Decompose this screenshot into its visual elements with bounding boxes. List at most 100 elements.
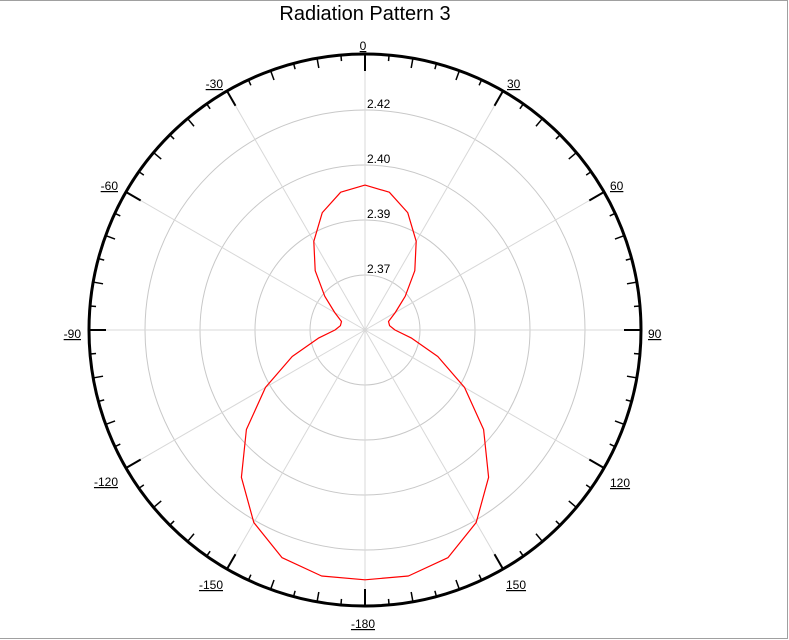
angle-label-30: 30 — [507, 77, 521, 91]
angle-tick-85 — [633, 305, 641, 308]
angle-tick-250 — [105, 420, 116, 426]
angle-tick-165 — [434, 590, 438, 597]
angle-tick-260 — [93, 375, 104, 379]
angle-tick-5 — [387, 54, 390, 62]
grid-spoke-300 — [125, 191, 366, 331]
angle-tick-325 — [206, 103, 211, 110]
angle-tick-30 — [493, 90, 504, 107]
radial-label-1: 2.37 — [367, 262, 391, 276]
angle-label--150: -150 — [199, 578, 223, 592]
angle-tick-185 — [340, 598, 343, 606]
angle-tick-235 — [138, 484, 145, 489]
angle-tick-195 — [292, 590, 296, 597]
angle-tick-245 — [114, 443, 121, 448]
angle-tick-60 — [588, 191, 605, 202]
angle-tick-15 — [434, 63, 438, 70]
angle-tick-290 — [105, 234, 116, 240]
angle-tick-280 — [93, 281, 104, 285]
angle-tick-20 — [455, 70, 461, 81]
angle-tick-45 — [555, 134, 561, 140]
angle-tick-190 — [316, 591, 320, 602]
angle-tick-10 — [410, 58, 414, 69]
angle-tick-330 — [226, 90, 237, 107]
angle-tick-160 — [455, 579, 461, 590]
series-line-1 — [240, 184, 490, 581]
angle-tick-255 — [98, 399, 105, 403]
angle-tick-265 — [89, 352, 97, 355]
angle-label--60: -60 — [101, 179, 119, 193]
grid-spoke-30 — [364, 90, 504, 331]
angle-tick-220 — [187, 533, 195, 542]
angle-tick-215 — [206, 550, 211, 557]
angle-tick-25 — [478, 79, 483, 86]
angle-tick-120 — [588, 458, 605, 469]
radial-label-4: 2.42 — [367, 97, 391, 111]
angle-tick-125 — [585, 484, 592, 489]
angle-tick-355 — [340, 54, 343, 62]
angle-tick-115 — [609, 443, 616, 448]
angle-tick-140 — [535, 533, 543, 542]
angle-tick-200 — [269, 579, 275, 590]
angle-tick-95 — [633, 352, 641, 355]
angle-tick-175 — [387, 598, 390, 606]
angle-tick-285 — [98, 257, 105, 261]
grid-spoke-60 — [364, 191, 605, 331]
angle-tick-labels: 0 30 60 90 120 150 -180 -150 -120 -90 -60 -30 — [64, 39, 662, 631]
angle-tick-315 — [169, 134, 175, 140]
grid-spoke-330 — [226, 90, 366, 331]
angle-tick-310 — [153, 152, 162, 160]
angle-tick-300 — [125, 191, 142, 202]
angle-tick-305 — [138, 171, 145, 176]
angle-tick-345 — [292, 63, 296, 70]
angle-tick-230 — [153, 500, 162, 508]
chart-title: Radiation Pattern 3 — [279, 3, 451, 25]
angle-tick-105 — [625, 399, 632, 403]
angle-tick-155 — [478, 574, 483, 581]
grid-spoke-210 — [226, 329, 366, 570]
angle-tick-295 — [114, 212, 121, 217]
angle-tick-210 — [226, 553, 237, 570]
angle-tick-145 — [519, 550, 524, 557]
angle-tick-240 — [125, 458, 142, 469]
angle-tick-340 — [269, 70, 275, 81]
series-layer — [240, 184, 490, 581]
angle-tick-205 — [247, 574, 252, 581]
angle-tick-80 — [626, 281, 637, 285]
radial-label-3: 2.40 — [367, 152, 391, 166]
angle-label--180: -180 — [351, 617, 375, 631]
angle-tick-100 — [626, 375, 637, 379]
angle-tick-110 — [614, 420, 625, 426]
grid-spoke-120 — [364, 329, 605, 469]
angle-label-120: 120 — [610, 476, 630, 490]
angle-label--90: -90 — [64, 327, 82, 341]
angle-tick-335 — [247, 79, 252, 86]
radial-tick-labels: 2.37 2.39 2.40 2.42 — [367, 97, 391, 276]
angle-label--120: -120 — [94, 475, 118, 489]
angle-tick-40 — [535, 118, 543, 127]
angle-tick-135 — [555, 520, 561, 526]
angle-tick-75 — [625, 257, 632, 261]
angle-label-150: 150 — [506, 578, 526, 592]
angle-tick-225 — [169, 520, 175, 526]
angle-tick-170 — [410, 591, 414, 602]
angle-tick-55 — [585, 171, 592, 176]
angle-tick-50 — [568, 152, 577, 160]
angle-tick-70 — [614, 234, 625, 240]
angle-tick-150 — [493, 553, 504, 570]
angle-tick-130 — [568, 500, 577, 508]
angle-tick-35 — [519, 103, 524, 110]
angle-tick-350 — [316, 58, 320, 69]
grid-spoke-240 — [125, 329, 366, 469]
grid-spoke-150 — [364, 329, 504, 570]
angle-tick-65 — [609, 212, 616, 217]
angle-tick-320 — [187, 118, 195, 127]
outer-ring-ticks — [89, 54, 641, 606]
angle-tick-275 — [89, 305, 97, 308]
angle-label--30: -30 — [206, 77, 224, 91]
angle-label-0: 0 — [360, 39, 367, 53]
radial-label-2: 2.39 — [367, 207, 391, 221]
angle-label-60: 60 — [610, 179, 624, 193]
angle-label-90: 90 — [648, 327, 662, 341]
